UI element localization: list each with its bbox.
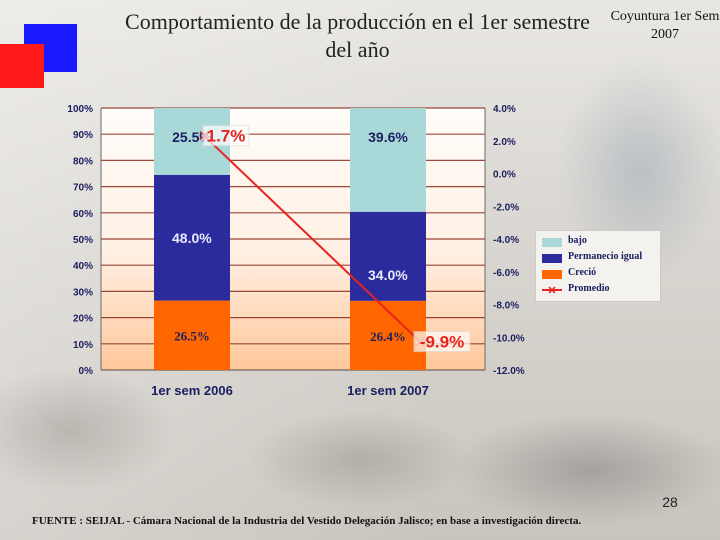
y-tick-label: 90% [73,130,93,141]
x-category-label: 1er sem 2006 [151,383,233,398]
y2-tick-label: -2.0% [493,202,519,213]
y2-tick-label: 0.0% [493,170,516,181]
y-tick-label: 80% [73,156,93,167]
y2-tick-label: -6.0% [493,268,519,279]
y-tick-label: 40% [73,261,93,272]
y-tick-label: 60% [73,209,93,220]
legend-swatch [542,270,562,279]
page-title: Comportamiento de la producción en el 1e… [125,9,590,62]
legend-label: Permanecio igual [568,251,643,262]
page-subtitle: Coyuntura 1er Sem 2007 [610,9,720,42]
y-tick-label: 30% [73,287,93,298]
y2-tick-label: -8.0% [493,301,519,312]
line-label-box [202,125,250,147]
bar-value-label: 26.5% [174,329,210,344]
bar-value-label: 48.0% [172,230,212,246]
page-number: 28 [662,494,678,510]
legend-label: Creció [568,267,597,278]
bar-value-label: 39.6% [368,129,408,145]
bar-segment [350,108,426,212]
legend-swatch [542,238,562,247]
decorative-red-square [0,44,44,88]
bar-segment [350,211,426,301]
legend-label: Promedio [568,283,610,294]
legend-swatch [542,254,562,263]
series-line-promedio [203,134,421,343]
legend-line-marker [542,286,562,294]
line-label-box [413,331,471,353]
y2-tick-label: -12.0% [493,366,525,377]
bar-segment [154,174,230,301]
bar-value-label: 34.0% [368,267,408,283]
y2-tick-label: -4.0% [493,235,519,246]
line-value-label: 1.7% [207,127,246,146]
legend-label: bajo [568,235,587,246]
y-tick-label: 20% [73,314,93,325]
bar-value-label: 26.4% [370,329,406,344]
y-tick-label: 0% [79,366,94,377]
y-tick-label: 50% [73,235,93,246]
chart-legend: bajo Permanecio igual Creció Promedio [535,230,661,302]
x-category-label: 1er sem 2007 [347,383,429,398]
y-tick-label: 100% [67,104,93,115]
line-value-label: -9.9% [420,333,464,352]
y2-tick-label: 2.0% [493,137,516,148]
y2-tick-label: 4.0% [493,104,516,115]
y-tick-label: 10% [73,340,93,351]
bar-segment [154,300,230,370]
y-tick-label: 70% [73,183,93,194]
source-footnote: FUENTE : SEIJAL - Cámara Nacional de la … [32,515,582,527]
y2-tick-label: -10.0% [493,333,525,344]
